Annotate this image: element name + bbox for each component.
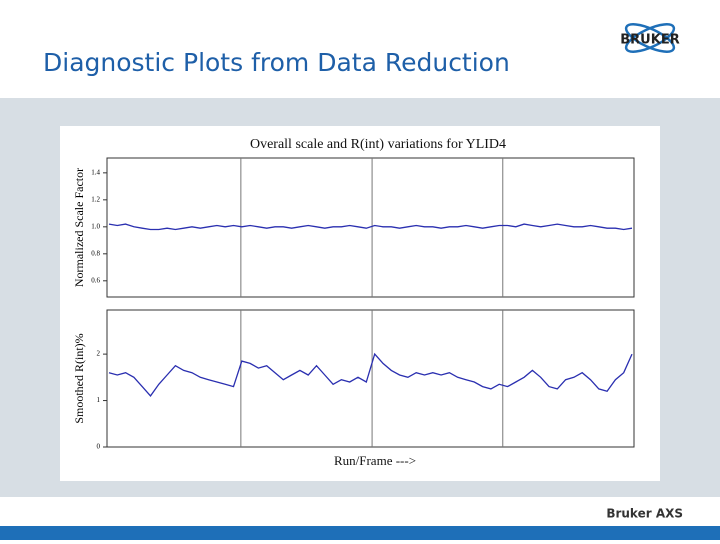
logo-icon: [624, 23, 676, 53]
data-line: [108, 352, 633, 397]
y-axis-label: Normalized Scale Factor: [72, 168, 86, 287]
chart-title: Overall scale and R(int) variations for …: [250, 137, 506, 152]
x-axis-label: Run/Frame --->: [334, 453, 416, 468]
y-tick-label: 0.6: [91, 276, 100, 284]
plot-frame: [106, 309, 635, 448]
data-line: [108, 223, 633, 231]
slide-title: Diagnostic Plots from Data Reduction: [43, 48, 510, 77]
footer-strip: [0, 526, 720, 540]
chart-image: [60, 126, 660, 481]
y-tick-label: 2: [97, 350, 101, 358]
y-tick-label: 1.4: [91, 168, 100, 176]
y-tick-label: 0.8: [91, 249, 100, 257]
logo-text: BRUKER: [620, 33, 679, 48]
footer-text: Bruker AXS: [606, 507, 683, 521]
y-axis-label: Smoothed R(int)%: [72, 333, 86, 423]
y-tick-label: 1.2: [91, 195, 100, 203]
y-tick-label: 0: [97, 443, 101, 451]
plot-frame: [106, 157, 635, 298]
y-tick-label: 1.0: [91, 222, 100, 230]
y-tick-label: 1: [97, 396, 101, 404]
